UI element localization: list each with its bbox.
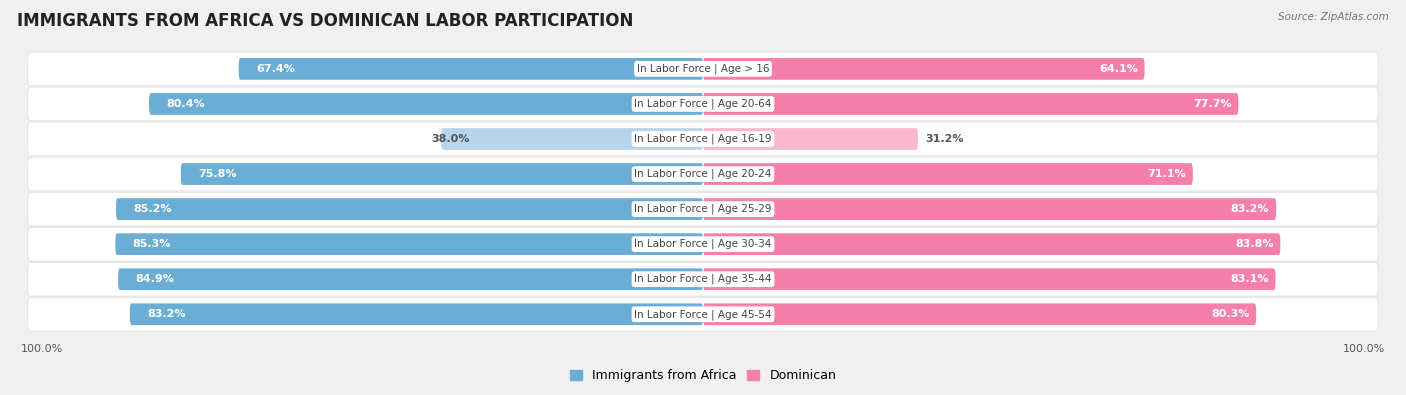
FancyBboxPatch shape <box>28 87 1378 121</box>
FancyBboxPatch shape <box>703 198 1277 220</box>
Text: 80.3%: 80.3% <box>1211 309 1250 319</box>
FancyBboxPatch shape <box>703 58 1144 80</box>
Text: 38.0%: 38.0% <box>430 134 470 144</box>
FancyBboxPatch shape <box>28 297 1378 331</box>
FancyBboxPatch shape <box>28 122 1378 156</box>
FancyBboxPatch shape <box>703 93 1239 115</box>
Text: 75.8%: 75.8% <box>198 169 236 179</box>
FancyBboxPatch shape <box>441 128 703 150</box>
FancyBboxPatch shape <box>117 198 703 220</box>
Text: In Labor Force | Age 20-24: In Labor Force | Age 20-24 <box>634 169 772 179</box>
Text: 85.2%: 85.2% <box>134 204 172 214</box>
Text: 71.1%: 71.1% <box>1147 169 1185 179</box>
FancyBboxPatch shape <box>28 52 1378 86</box>
Text: In Labor Force | Age > 16: In Labor Force | Age > 16 <box>637 64 769 74</box>
FancyBboxPatch shape <box>239 58 703 80</box>
Text: 100.0%: 100.0% <box>21 344 63 354</box>
Text: 64.1%: 64.1% <box>1099 64 1137 74</box>
FancyBboxPatch shape <box>181 163 703 185</box>
Text: IMMIGRANTS FROM AFRICA VS DOMINICAN LABOR PARTICIPATION: IMMIGRANTS FROM AFRICA VS DOMINICAN LABO… <box>17 12 633 30</box>
Text: 85.3%: 85.3% <box>132 239 172 249</box>
FancyBboxPatch shape <box>28 262 1378 296</box>
FancyBboxPatch shape <box>28 228 1378 261</box>
FancyBboxPatch shape <box>115 233 703 255</box>
FancyBboxPatch shape <box>703 233 1281 255</box>
FancyBboxPatch shape <box>129 303 703 325</box>
FancyBboxPatch shape <box>28 192 1378 226</box>
Text: 83.8%: 83.8% <box>1234 239 1274 249</box>
Text: 100.0%: 100.0% <box>1343 344 1385 354</box>
FancyBboxPatch shape <box>703 163 1192 185</box>
Text: 83.1%: 83.1% <box>1230 274 1268 284</box>
Text: In Labor Force | Age 25-29: In Labor Force | Age 25-29 <box>634 204 772 214</box>
FancyBboxPatch shape <box>703 128 918 150</box>
FancyBboxPatch shape <box>703 303 1256 325</box>
Text: 83.2%: 83.2% <box>1230 204 1270 214</box>
Text: 31.2%: 31.2% <box>925 134 963 144</box>
FancyBboxPatch shape <box>703 268 1275 290</box>
Text: Source: ZipAtlas.com: Source: ZipAtlas.com <box>1278 12 1389 22</box>
Text: In Labor Force | Age 30-34: In Labor Force | Age 30-34 <box>634 239 772 249</box>
Text: In Labor Force | Age 20-64: In Labor Force | Age 20-64 <box>634 99 772 109</box>
Text: In Labor Force | Age 35-44: In Labor Force | Age 35-44 <box>634 274 772 284</box>
Legend: Immigrants from Africa, Dominican: Immigrants from Africa, Dominican <box>565 364 841 387</box>
Text: 84.9%: 84.9% <box>135 274 174 284</box>
Text: In Labor Force | Age 16-19: In Labor Force | Age 16-19 <box>634 134 772 144</box>
Text: 80.4%: 80.4% <box>166 99 205 109</box>
FancyBboxPatch shape <box>118 268 703 290</box>
FancyBboxPatch shape <box>149 93 703 115</box>
Text: In Labor Force | Age 45-54: In Labor Force | Age 45-54 <box>634 309 772 320</box>
Text: 77.7%: 77.7% <box>1192 99 1232 109</box>
Text: 67.4%: 67.4% <box>256 64 295 74</box>
FancyBboxPatch shape <box>28 157 1378 191</box>
Text: 83.2%: 83.2% <box>148 309 186 319</box>
